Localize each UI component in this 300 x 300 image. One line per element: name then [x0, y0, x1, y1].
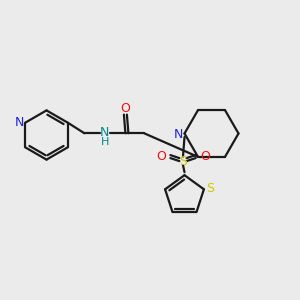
Text: H: H: [100, 136, 109, 147]
Text: N: N: [174, 128, 183, 141]
Text: S: S: [206, 182, 214, 195]
Text: O: O: [200, 150, 210, 163]
Text: N: N: [15, 116, 25, 129]
Text: N: N: [100, 126, 110, 139]
Text: O: O: [121, 102, 130, 115]
Text: S: S: [179, 154, 187, 168]
Text: O: O: [156, 150, 166, 163]
